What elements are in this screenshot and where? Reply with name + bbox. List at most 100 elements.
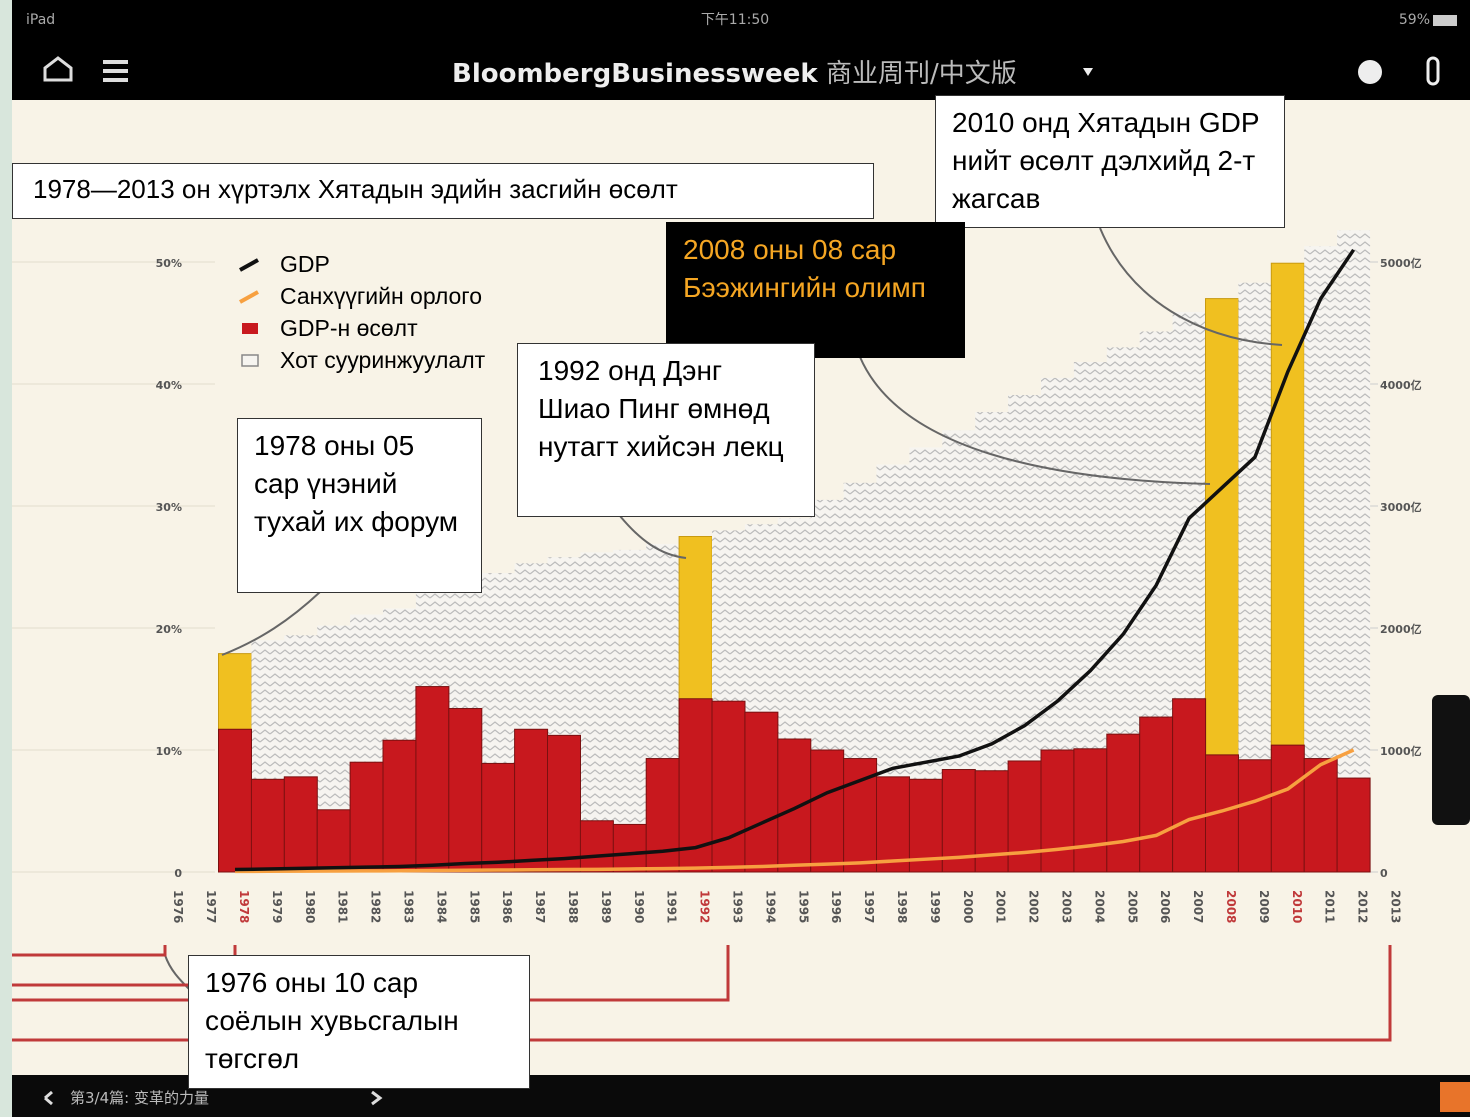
x-tick-label: 2006	[1158, 890, 1172, 923]
legend: GDP Санхүүгийн орлого GDP-н өсөлт Хот суури…	[239, 248, 486, 376]
growth-bar	[612, 823, 647, 873]
x-tick-label: 1992	[698, 890, 712, 923]
x-tick-label: 1983	[402, 890, 416, 923]
growth-bar	[1172, 698, 1207, 873]
info-button[interactable]	[1358, 60, 1382, 84]
annotation: 1992 онд Дэнг Шиао Пинг өмнөд нутагт хий…	[517, 343, 815, 517]
plot: 0 10% 20% 30% 40% 50% 0 1000亿 2000亿 3000亿 4000亿 500…	[12, 230, 1422, 923]
corner-button[interactable]	[1440, 1082, 1470, 1112]
legend-swatch	[239, 258, 259, 272]
menu-button[interactable]	[103, 60, 128, 82]
x-tick-label: 1977	[204, 890, 218, 923]
x-tick-label: 1989	[599, 890, 613, 923]
x-tick-label: 1978	[237, 890, 251, 923]
time: 下午11:50	[701, 12, 769, 28]
x-tick-label: 2000	[961, 890, 975, 923]
x-tick-label: 1991	[665, 890, 679, 923]
growth-bar	[481, 762, 516, 873]
growth-bar	[1040, 749, 1075, 873]
y2-tick-label: 5000亿	[1380, 256, 1422, 270]
brand: BloombergBusinessweek	[452, 59, 818, 89]
growth-bar	[876, 776, 910, 873]
growth-bar	[349, 761, 384, 873]
growth-bar	[415, 686, 450, 873]
line-series	[234, 748, 1355, 874]
growth-bar	[448, 708, 483, 873]
article-label: 第3/4篇: 变革的力量	[70, 1089, 209, 1107]
x-tick-label: 2001	[994, 890, 1008, 923]
x-tick-label: 2004	[1092, 890, 1106, 923]
legend-item: Хот суурин­жуулалт	[241, 344, 486, 376]
prev-button[interactable]	[44, 1090, 53, 1106]
annotation: 2010 онд Хятадын GDP нийт өсөлт дэлхийд …	[935, 95, 1285, 228]
chart-title: 1978—2013 он хүртэлх Хятадын эдийн засги…	[12, 163, 874, 219]
y2-tick-label: 2000亿	[1380, 622, 1422, 636]
x-tick-label: 2012	[1356, 890, 1370, 923]
legend-label: GDP-н өсөлт	[280, 315, 418, 341]
growth-bar	[744, 711, 779, 873]
y-tick-label: 0	[174, 867, 182, 880]
x-tick-label: 1986	[500, 890, 514, 923]
legend-swatch	[242, 323, 258, 334]
x-tick-label: 1997	[862, 890, 876, 923]
growth-bar	[1303, 758, 1338, 873]
x-tick-label: 1996	[829, 890, 843, 923]
side-tools[interactable]	[1432, 695, 1470, 825]
growth-bar	[1270, 744, 1305, 873]
next-button[interactable]	[371, 1090, 383, 1106]
x-tick-label: 2009	[1257, 890, 1271, 923]
urbanization-bar	[613, 549, 647, 872]
y2-tick-label: 4000亿	[1380, 378, 1422, 392]
x-tick-label: 1998	[895, 890, 909, 923]
x-tick-label: 1988	[566, 890, 580, 923]
growth-bar	[250, 778, 285, 873]
growth-bar	[1106, 733, 1141, 873]
x-tick-label: 1982	[369, 890, 383, 923]
x-tick-label: 1994	[763, 890, 777, 923]
legend-item: Санхүүгийн орлого	[239, 280, 485, 312]
top-bar	[12, 0, 1470, 100]
y2-tick-label: 3000亿	[1380, 500, 1422, 514]
urbanization-bar	[580, 552, 614, 872]
growth-bar	[1007, 760, 1042, 873]
home-button[interactable]	[43, 56, 73, 82]
clip-button[interactable]	[1426, 56, 1440, 86]
growth-bar	[810, 749, 845, 873]
growth-bar	[316, 809, 351, 873]
legend-label: Хот суурин­жуулалт	[280, 347, 486, 373]
y-tick-label: 30%	[156, 501, 182, 514]
growth-bar	[1139, 716, 1174, 873]
legend-swatch	[241, 354, 259, 367]
growth-bar	[283, 776, 318, 873]
growth-bar	[1336, 777, 1371, 873]
growth-bar	[514, 728, 549, 873]
legend-swatch	[239, 290, 259, 304]
edition: 商业周刊/中文版	[826, 59, 1017, 89]
x-tick-label: 1979	[270, 890, 284, 923]
x-tick-label: 1995	[796, 890, 810, 923]
x-tick-label: 2002	[1027, 890, 1041, 923]
y-tick-label: 40%	[156, 379, 182, 392]
x-tick-label: 2010	[1290, 890, 1304, 923]
legend-item: GDP	[239, 248, 485, 280]
growth-bar	[908, 778, 943, 873]
growth-bar	[547, 734, 581, 873]
growth-bar	[777, 738, 812, 873]
growth-bar	[218, 728, 252, 873]
x-tick-label: 2005	[1125, 890, 1139, 923]
x-tick-label: 1980	[303, 890, 317, 923]
dropdown[interactable]	[1083, 68, 1093, 76]
legend-label: Санхүүгийн орлого	[280, 283, 482, 309]
growth-bar	[1073, 748, 1108, 873]
growth-bar	[711, 700, 746, 873]
line-series	[234, 248, 1356, 872]
legend-label: GDP	[280, 251, 330, 277]
y-tick-label: 20%	[156, 623, 182, 636]
x-tick-label: 1985	[467, 890, 481, 923]
x-tick-label: 1981	[336, 890, 350, 923]
x-tick-label: 1987	[533, 890, 547, 923]
growth-bar	[1237, 759, 1272, 873]
annotation: 1976 оны 10 сар соёлын хувьсгалын төгсгө…	[188, 955, 530, 1089]
device: iPad	[26, 12, 55, 28]
annotation: 2008 оны 08 сар Бээжингийн олимп	[666, 222, 965, 358]
